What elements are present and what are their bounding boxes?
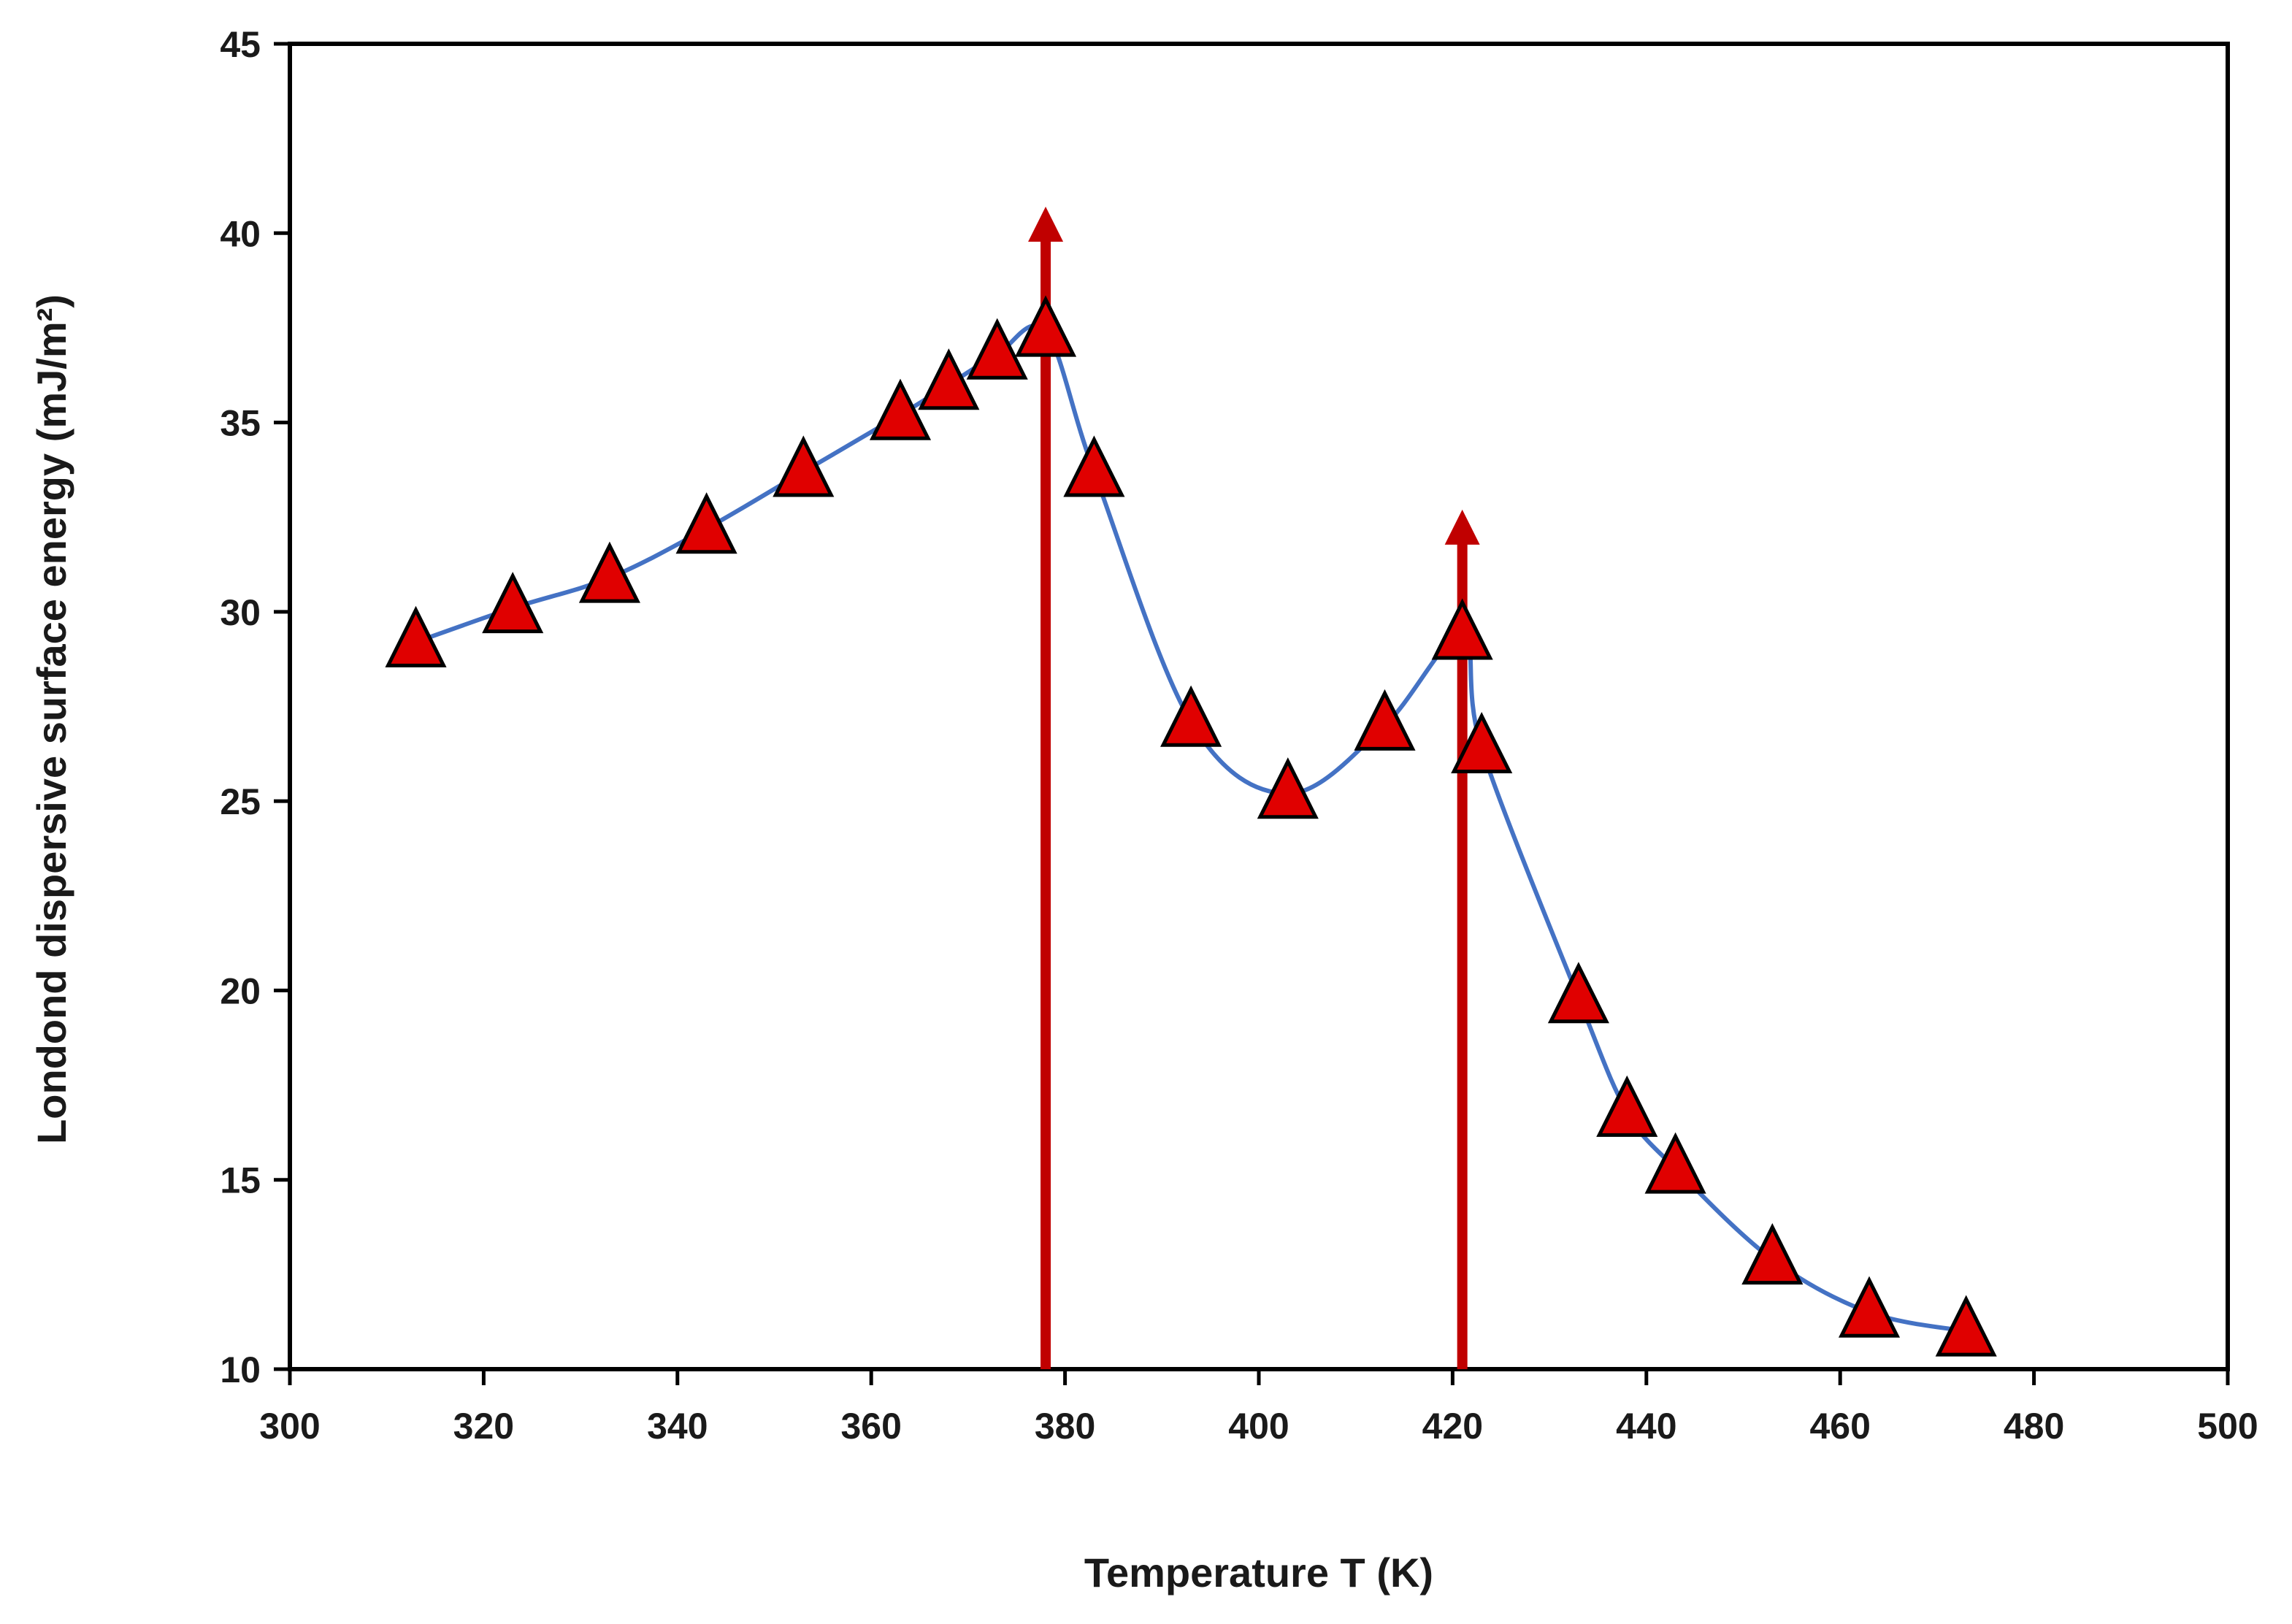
x-tick-label: 500: [2197, 1406, 2258, 1447]
x-tick-label: 440: [1616, 1406, 1676, 1447]
y-tick-label: 45: [220, 24, 261, 65]
series-markers: [385, 295, 1997, 1357]
data-point-triangle: [675, 492, 737, 554]
data-point-triangle: [482, 572, 544, 634]
y-axis-title: Londond dispersive surface energy (mJ/m²…: [28, 294, 74, 1144]
data-point-triangle: [578, 541, 640, 603]
x-tick-label: 420: [1422, 1406, 1483, 1447]
x-tick-label: 300: [259, 1406, 320, 1447]
y-tick-label: 10: [220, 1349, 261, 1390]
data-point-triangle: [869, 378, 932, 440]
data-point-triangle: [1063, 435, 1125, 497]
data-point-triangle: [385, 605, 447, 667]
data-point-triangle: [1431, 598, 1493, 660]
data-point-triangle: [1354, 689, 1416, 751]
y-tick-label: 15: [220, 1160, 261, 1201]
data-point-triangle: [1451, 711, 1513, 774]
data-point-triangle: [1547, 962, 1609, 1024]
series-smooth-line: [413, 323, 1969, 1334]
data-point-triangle: [1935, 1295, 1997, 1357]
y-tick-label: 25: [220, 781, 261, 822]
arrow-head: [1444, 509, 1480, 545]
data-point-triangle: [918, 348, 980, 410]
data-point-triangle: [1160, 685, 1222, 747]
data-point-triangle: [1644, 1132, 1706, 1194]
transition-arrow: [1444, 509, 1480, 1369]
data-point-triangle: [1596, 1075, 1658, 1137]
data-point-triangle: [1015, 295, 1077, 357]
data-point-triangle: [1838, 1276, 1901, 1338]
y-axis-ticks: 10 15 20 25 30 35 40 45: [220, 24, 290, 1390]
arrow-head: [1028, 206, 1064, 242]
x-tick-label: 400: [1228, 1406, 1289, 1447]
x-axis-title: Temperature T (K): [1084, 1550, 1433, 1596]
y-tick-label: 30: [220, 592, 261, 633]
x-tick-label: 380: [1035, 1406, 1095, 1447]
y-tick-label: 35: [220, 403, 261, 444]
x-tick-label: 360: [840, 1406, 901, 1447]
x-tick-label: 480: [2004, 1406, 2064, 1447]
x-tick-label: 320: [453, 1406, 514, 1447]
y-tick-label: 40: [220, 213, 261, 254]
y-tick-label: 20: [220, 970, 261, 1011]
data-point-triangle: [773, 435, 835, 497]
x-tick-label: 460: [1809, 1406, 1870, 1447]
transition-arrow: [1028, 206, 1064, 1369]
data-point-triangle: [1257, 757, 1319, 819]
x-tick-label: 340: [647, 1406, 708, 1447]
annotation-arrows: [1028, 206, 1480, 1369]
data-point-triangle: [966, 318, 1028, 380]
x-axis-ticks: 300 320 340 360 380 400 420 440 460 480 500: [259, 1369, 2258, 1447]
data-point-triangle: [1741, 1223, 1804, 1285]
